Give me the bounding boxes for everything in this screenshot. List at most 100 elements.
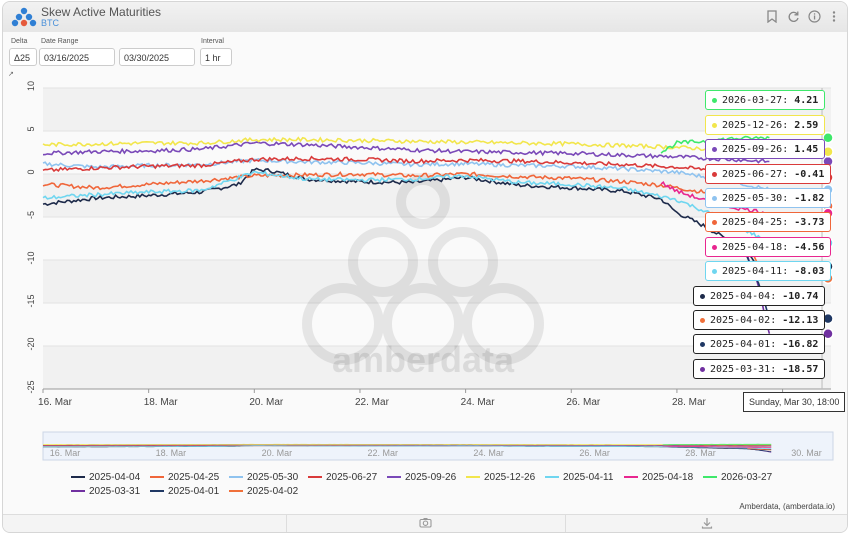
- legend-swatch: [308, 476, 322, 479]
- series-marker-2026-03-27: [822, 132, 834, 144]
- series-line-2025-04-04: [42, 167, 770, 269]
- y-tick-label: -20: [26, 337, 36, 350]
- card-header: Skew Active Maturities BTC: [3, 2, 847, 33]
- legend-label: 2025-04-04: [89, 472, 141, 483]
- tooltip-series-name: 2025-03-31:: [710, 364, 783, 375]
- y-tick-label: -15: [26, 294, 36, 307]
- watermark-ring: [348, 227, 418, 297]
- legend-swatch: [71, 490, 85, 493]
- camera-icon[interactable]: [419, 517, 432, 531]
- page-title: Skew Active Maturities: [41, 5, 162, 19]
- legend-item[interactable]: 2025-09-26: [387, 472, 456, 483]
- x-tick-label: 16. Mar: [38, 397, 73, 408]
- y-tick-label: 10: [26, 81, 36, 91]
- tooltip-dot: [712, 171, 717, 177]
- legend-item[interactable]: 2025-06-27: [308, 472, 377, 483]
- time-tooltip: Sunday, Mar 30, 18:00: [743, 392, 846, 412]
- tooltip-value: -0.41: [794, 169, 825, 180]
- series-tooltip: 2025-05-30: -1.82: [705, 188, 832, 208]
- navigator-tick-label: 26. Mar: [579, 448, 610, 458]
- legend-item[interactable]: 2025-05-30: [229, 472, 298, 483]
- download-icon[interactable]: [701, 517, 713, 532]
- series-line-2025-04-25: [42, 171, 770, 207]
- series-line-2025-12-26: [42, 136, 770, 154]
- legend-swatch: [150, 490, 164, 493]
- tooltip-series-name: 2025-04-18:: [722, 242, 795, 253]
- navigator-line-2026-03-27: [662, 443, 772, 446]
- y-tick-label: 5: [26, 126, 36, 131]
- legend-item[interactable]: 2025-03-31: [71, 486, 140, 497]
- tooltip-series-name: 2025-06-27:: [722, 169, 795, 180]
- legend-label: 2025-04-18: [642, 472, 694, 483]
- legend-item[interactable]: 2026-03-27: [703, 472, 772, 483]
- x-tick-label: 20. Mar: [249, 397, 284, 408]
- range-navigator[interactable]: 16. Mar 18. Mar 20. Mar 22. Mar 24. Mar 26. M…: [3, 430, 847, 464]
- legend-swatch: [703, 476, 717, 479]
- navigator-tick-label: 28. Mar: [685, 448, 716, 458]
- series-tooltip: 2025-04-02: -12.13: [693, 310, 826, 330]
- navigator-tick-label: 24. Mar: [473, 448, 504, 458]
- refresh-icon[interactable]: [786, 10, 800, 24]
- date-end-input[interactable]: 03/30/2025: [119, 48, 195, 66]
- navigator-line-2025-04-01: [747, 448, 772, 452]
- legend-label: 2025-04-11: [563, 472, 614, 483]
- legend-item[interactable]: 2025-04-18: [624, 472, 693, 483]
- tooltip-dot: [700, 293, 705, 299]
- series-tooltip: 2026-03-27: 4.21: [705, 90, 826, 110]
- x-tick-label: 22. Mar: [355, 397, 390, 408]
- tooltip-value: 4.21: [794, 95, 819, 106]
- tooltip-dot: [700, 317, 705, 323]
- info-icon[interactable]: [807, 10, 821, 24]
- series-tooltip: 2025-03-31: -18.57: [693, 359, 826, 379]
- tooltip-series-name: 2025-04-25:: [722, 217, 795, 228]
- navigator-tick-label: 20. Mar: [262, 448, 293, 458]
- delta-select[interactable]: Δ25: [9, 48, 37, 66]
- series-line-2025-06-27: [42, 155, 770, 180]
- legend-item[interactable]: 2025-04-04: [71, 472, 140, 483]
- series-line-2025-04-11: [42, 170, 770, 244]
- y-tick-label: -25: [26, 380, 36, 393]
- date-start-input[interactable]: 03/16/2025: [39, 48, 115, 66]
- legend-item[interactable]: 2025-04-25: [150, 472, 219, 483]
- tooltip-series-name: 2025-04-01:: [710, 339, 783, 350]
- tooltip-value: -8.03: [794, 266, 825, 277]
- chart-credit: Amberdata, (amberdata.io): [739, 502, 835, 511]
- series-tooltip: 2025-04-01: -16.82: [693, 334, 826, 354]
- tooltip-value: -12.13: [782, 315, 819, 326]
- legend-item[interactable]: 2025-04-02: [229, 486, 298, 497]
- series-tooltip: 2025-04-25: -3.73: [705, 212, 832, 232]
- tooltip-series-name: 2025-04-11:: [722, 266, 795, 277]
- navigator-tick-label: 30. Mar: [791, 448, 822, 458]
- legend-item[interactable]: 2025-04-01: [150, 486, 219, 497]
- watermark-ring: [382, 283, 464, 365]
- collapse-arrow-icon[interactable]: ↗: [8, 71, 14, 78]
- tooltip-dot: [712, 219, 717, 225]
- tooltip-value: -3.73: [794, 217, 825, 228]
- tooltip-dot: [712, 97, 717, 103]
- legend-item[interactable]: 2025-12-26: [466, 472, 535, 483]
- tooltip-series-name: 2025-09-26:: [722, 144, 795, 155]
- navigator-tick-label: 18. Mar: [156, 448, 187, 458]
- tooltip-value: -16.82: [782, 339, 819, 350]
- legend-label: 2025-05-30: [247, 472, 299, 483]
- y-tick-label: 0: [26, 169, 36, 174]
- navigator-line-2025-04-02: [747, 448, 772, 451]
- legend-swatch: [150, 476, 164, 479]
- tooltip-series-name: 2025-12-26:: [722, 120, 795, 131]
- series-tooltip: 2025-04-04: -10.74: [693, 286, 826, 306]
- interval-select[interactable]: 1 hr: [200, 48, 232, 66]
- navigator-line-2025-04-18: [662, 445, 772, 448]
- x-tick-label: 18. Mar: [144, 397, 179, 408]
- legend-label: 2025-06-27: [326, 472, 378, 483]
- legend-swatch: [229, 490, 243, 493]
- legend-label: 2025-04-01: [168, 486, 220, 497]
- series-tooltip: 2025-09-26: 1.45: [705, 139, 826, 159]
- date-range-label: Date Range: [41, 38, 79, 45]
- bookmark-icon[interactable]: [765, 10, 779, 24]
- legend-item[interactable]: 2025-04-11: [545, 472, 613, 483]
- menu-dots-icon[interactable]: [827, 10, 841, 24]
- amberdata-watermark: [302, 175, 544, 365]
- y-tick-label: -10: [26, 251, 36, 264]
- legend-swatch: [71, 476, 85, 479]
